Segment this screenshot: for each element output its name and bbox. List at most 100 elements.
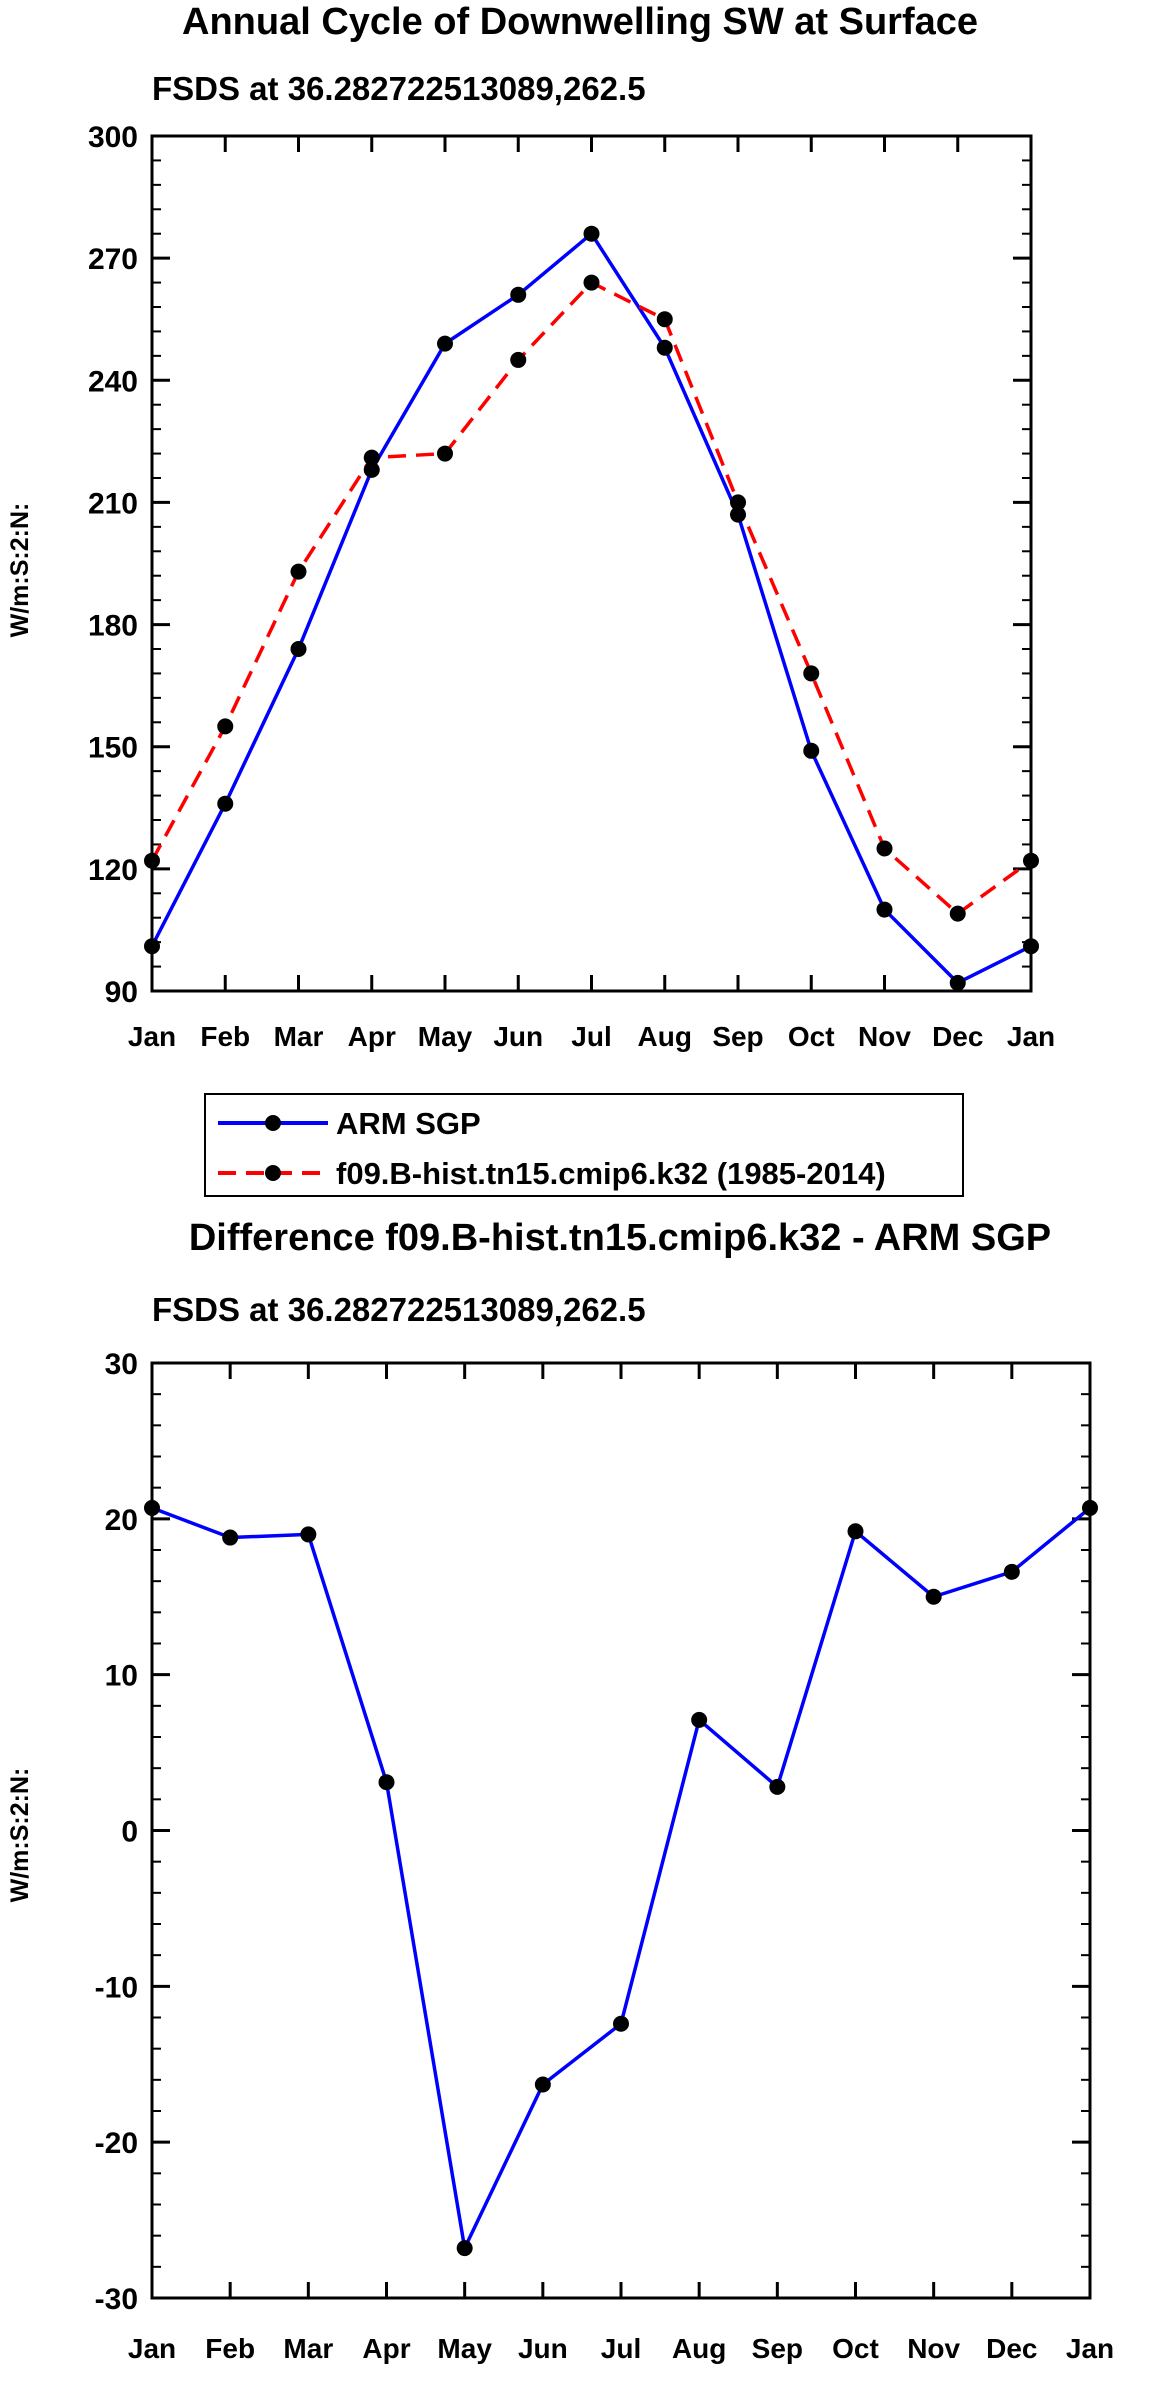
legend-label-model: f09.B-hist.tn15.cmip6.k32 (1985-2014) [336,1156,886,1191]
y-tick-label: 90 [105,976,138,1009]
legend-marker-model [265,1165,281,1181]
data-point-series-2 [876,840,893,857]
chart2-subtitle: FSDS at 36.282722513089,262.5 [152,1291,646,1328]
x-tick-label: Jun [518,2333,568,2364]
y-tick-label: -10 [95,1971,138,2004]
y-tick-label: 10 [105,1660,138,1693]
x-tick-label: Oct [832,2333,879,2364]
data-point-series-1 [876,901,893,918]
data-point-series-1 [583,225,600,242]
data-point-series-1 [378,1774,395,1791]
x-tick-label: May [418,1021,473,1052]
chart2-ylabel: W/m:S:2:N: [6,1768,34,1903]
legend: ARM SGP f09.B-hist.tn15.cmip6.k32 (1985-… [204,1093,964,1197]
x-tick-label: Mar [283,2333,333,2364]
x-tick-label: Nov [907,2333,960,2364]
x-tick-label: Apr [348,1021,396,1052]
data-point-series-2 [144,852,160,869]
data-point-series-1 [613,2015,629,2032]
data-point-series-1 [363,461,380,478]
data-point-series-1 [300,1526,317,1543]
series-line-2 [150,280,1033,916]
chart1-subtitle: FSDS at 36.282722513089,262.5 [152,70,646,107]
data-point-series-1 [803,742,820,759]
x-tick-label: Sep [712,1021,763,1052]
data-point-series-2 [217,718,234,735]
legend-label-arm-sgp: ARM SGP [336,1106,481,1141]
data-point-series-2 [803,665,820,682]
data-point-series-1 [1023,938,1039,955]
x-tick-label: Sep [752,2333,803,2364]
chart2-title: Difference f09.B-hist.tn15.cmip6.k32 - A… [189,1217,1051,1259]
chart2-plot-area: Jan Feb Mar Apr May Jun Jul Aug Sep Oct Nov Dec Jan -… [95,1348,1114,2364]
x-tick-label: Apr [362,2333,410,2364]
series-line-1 [150,231,1032,985]
data-point-series-2 [363,449,380,466]
legend-marker-arm-sgp [265,1115,281,1131]
data-point-series-2 [290,563,307,580]
data-point-series-2 [656,311,673,328]
y-tick-label: 30 [105,1348,138,1381]
data-point-series-1 [144,1499,160,1516]
legend-box [204,1093,964,1197]
data-point-series-1 [691,1711,708,1728]
x-tick-label: Jan [128,1021,176,1052]
x-tick-label: Mar [274,1021,324,1052]
y-tick-label: 270 [88,243,138,276]
chart1-title: Annual Cycle of Downwelling SW at Surfac… [182,1,978,43]
data-point-series-2 [583,274,600,291]
x-tick-label: Jan [1066,2333,1114,2364]
x-tick-label: Aug [638,1021,692,1052]
data-point-series-1 [144,938,160,955]
data-point-series-2 [437,445,453,462]
data-point-series-1 [949,974,966,991]
x-tick-label: Jul [571,1021,611,1052]
data-point-series-1 [456,2240,473,2257]
data-point-series-1 [769,1778,786,1795]
annual-cycle-chart: Annual Cycle of Downwelling SW at Surfac… [6,1,1055,1052]
data-point-series-2 [510,351,527,368]
x-tick-label: Feb [200,1021,250,1052]
data-point-series-1 [1082,1499,1098,1516]
x-tick-label: May [437,2333,492,2364]
data-point-series-1 [510,286,527,303]
chart1-plot-area: Jan Feb Mar Apr May Jun Jul Aug Sep Oct Nov Dec Jan 9… [88,121,1055,1052]
x-tick-label: Jan [128,2333,176,2364]
difference-chart: Difference f09.B-hist.tn15.cmip6.k32 - A… [6,1217,1114,2364]
data-point-series-1 [1003,1563,1020,1580]
x-tick-label: Jan [1007,1021,1055,1052]
data-point-series-1 [437,335,453,352]
y-tick-label: 210 [88,487,138,520]
data-point-series-1 [290,641,307,657]
data-point-series-1 [925,1588,942,1605]
x-tick-label: Jul [601,2333,641,2364]
y-tick-label: 240 [88,365,138,398]
data-point-series-1 [656,339,673,356]
data-point-series-2 [1023,852,1039,869]
y-tick-label: 0 [121,1816,138,1849]
y-tick-label: 150 [88,732,138,765]
x-tick-label: Oct [788,1021,835,1052]
data-point-series-1 [847,1523,864,1540]
data-point-series-2 [730,494,746,511]
x-tick-label: Aug [672,2333,726,2364]
y-tick-label: 300 [88,121,138,154]
data-point-series-1 [534,2076,551,2093]
data-point-series-1 [730,506,746,523]
y-tick-label: 180 [88,610,138,643]
y-tick-label: -20 [95,2127,138,2160]
series-line-1 [151,1506,1092,2250]
data-point-series-2 [949,905,966,922]
y-tick-label: -30 [95,2283,138,2316]
x-tick-label: Nov [858,1021,911,1052]
data-point-series-1 [222,1529,239,1546]
x-tick-label: Feb [205,2333,255,2364]
x-tick-label: Dec [932,1021,983,1052]
data-point-series-1 [217,795,234,812]
x-tick-label: Dec [986,2333,1037,2364]
chart1-ylabel: W/m:S:2:N: [6,503,34,638]
y-tick-label: 20 [105,1504,138,1537]
chart2-frame [150,1361,1092,2300]
x-tick-label: Jun [493,1021,543,1052]
